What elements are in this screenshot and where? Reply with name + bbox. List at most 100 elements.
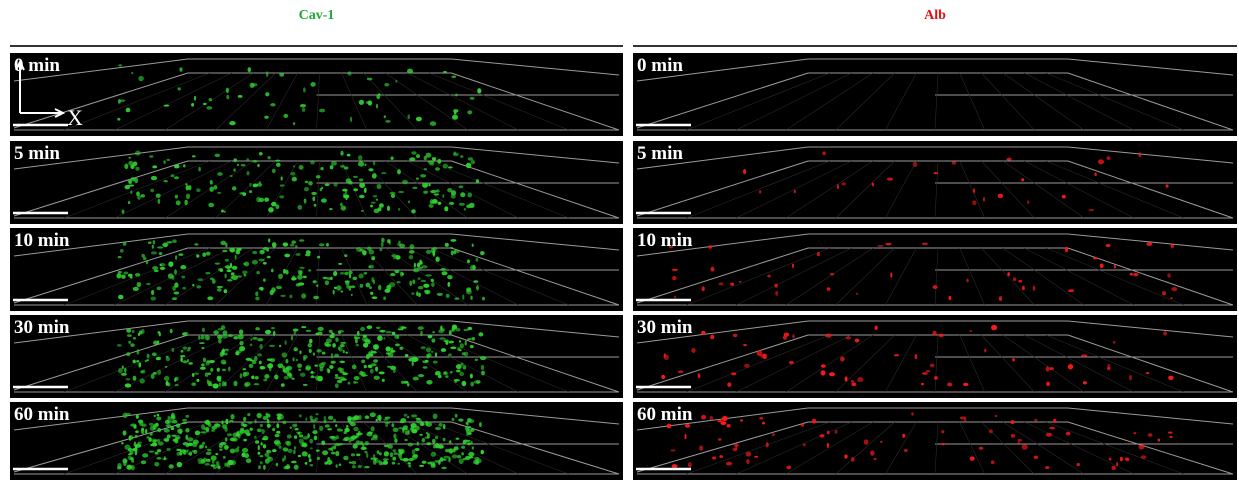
signal-spot: [228, 334, 233, 337]
signal-spot: [272, 449, 277, 452]
signal-spot: [467, 442, 471, 445]
signal-spot: [441, 271, 447, 275]
signal-spot: [175, 384, 179, 386]
signal-spot: [242, 192, 246, 196]
signal-spot: [196, 379, 199, 382]
signal-spot: [416, 419, 422, 424]
signal-spot: [864, 439, 869, 444]
signal-spot: [317, 457, 320, 460]
signal-spot: [766, 442, 769, 447]
signal-spot: [743, 344, 747, 346]
signal-spot: [393, 452, 397, 455]
signal-spot: [827, 431, 830, 435]
signal-spot: [194, 243, 198, 245]
signal-spot: [411, 429, 417, 433]
signal-spot: [175, 437, 180, 439]
signal-spot: [373, 459, 377, 465]
signal-spot: [157, 246, 163, 248]
axis-label: X: [67, 105, 83, 130]
signal-spot: [154, 462, 159, 466]
signal-spot: [116, 273, 121, 278]
signal-spot: [135, 273, 140, 277]
signal-spot: [255, 327, 260, 330]
signal-spot: [131, 459, 134, 462]
signal-spot: [423, 191, 428, 194]
signal-spot: [275, 160, 281, 162]
signal-spot: [701, 331, 706, 335]
signal-spot: [286, 464, 289, 469]
signal-spot: [371, 256, 375, 260]
signal-spot: [350, 117, 352, 122]
signal-spot: [146, 283, 151, 286]
signal-spot: [220, 268, 223, 272]
signal-spot: [335, 337, 339, 342]
signal-spot: [204, 420, 209, 423]
signal-spot: [150, 189, 154, 193]
signal-spot: [324, 419, 327, 423]
signal-spot: [130, 164, 134, 169]
signal-spot: [388, 352, 394, 357]
signal-spot: [147, 354, 150, 359]
signal-spot: [347, 417, 351, 422]
signal-spot: [305, 254, 310, 257]
signal-spot: [224, 445, 229, 450]
signal-spot: [789, 361, 794, 365]
signal-spot: [400, 458, 406, 460]
signal-spot: [227, 433, 232, 436]
signal-spot: [340, 151, 343, 156]
signal-spot: [259, 287, 264, 290]
signal-spot: [970, 456, 975, 460]
signal-spot: [367, 431, 372, 434]
signal-spot: [885, 243, 891, 246]
signal-spot: [328, 416, 333, 420]
signal-spot: [359, 178, 363, 181]
signal-spot: [198, 336, 200, 340]
signal-spot: [299, 267, 304, 269]
signal-spot: [166, 381, 169, 386]
signal-spot: [249, 183, 251, 187]
signal-spot: [999, 296, 1002, 301]
signal-spot: [376, 327, 380, 329]
signal-spot: [837, 184, 839, 189]
signal-spot: [404, 439, 407, 441]
signal-spot: [154, 270, 159, 272]
signal-spot: [168, 261, 173, 267]
signal-spot: [215, 424, 221, 428]
signal-spot: [1013, 277, 1016, 281]
signal-spot: [427, 355, 430, 358]
signal-spot: [465, 440, 471, 442]
signal-spot: [313, 352, 315, 355]
signal-spot: [398, 208, 400, 211]
signal-spot: [181, 350, 184, 353]
signal-spot: [397, 452, 402, 455]
signal-spot: [157, 428, 161, 432]
signal-spot: [170, 329, 173, 333]
signal-spot: [398, 191, 404, 193]
signal-spot: [453, 153, 459, 157]
signal-spot: [124, 444, 130, 449]
signal-spot: [393, 257, 395, 259]
signal-spot: [201, 363, 205, 366]
signal-spot: [206, 451, 212, 455]
signal-spot: [827, 443, 829, 448]
signal-spot: [142, 453, 148, 457]
signal-spot: [229, 420, 233, 422]
signal-spot: [339, 361, 345, 363]
signal-spot: [205, 463, 210, 466]
signal-spot: [855, 338, 860, 342]
panels: 0 min5 min10 min30 min60 min0 min5 min10…: [0, 0, 1239, 480]
signal-spot: [142, 424, 147, 427]
signal-spot: [248, 67, 252, 72]
signal-spot: [373, 195, 378, 197]
signal-spot: [1094, 173, 1096, 176]
signal-spot: [419, 465, 424, 467]
signal-spot: [153, 372, 157, 375]
signal-spot: [257, 353, 262, 356]
signal-spot: [341, 206, 347, 211]
signal-spot: [402, 180, 408, 184]
signal-spot: [786, 465, 791, 469]
signal-spot: [1167, 273, 1170, 278]
signal-spot: [359, 249, 364, 252]
signal-spot: [393, 449, 397, 452]
signal-spot: [249, 428, 252, 431]
